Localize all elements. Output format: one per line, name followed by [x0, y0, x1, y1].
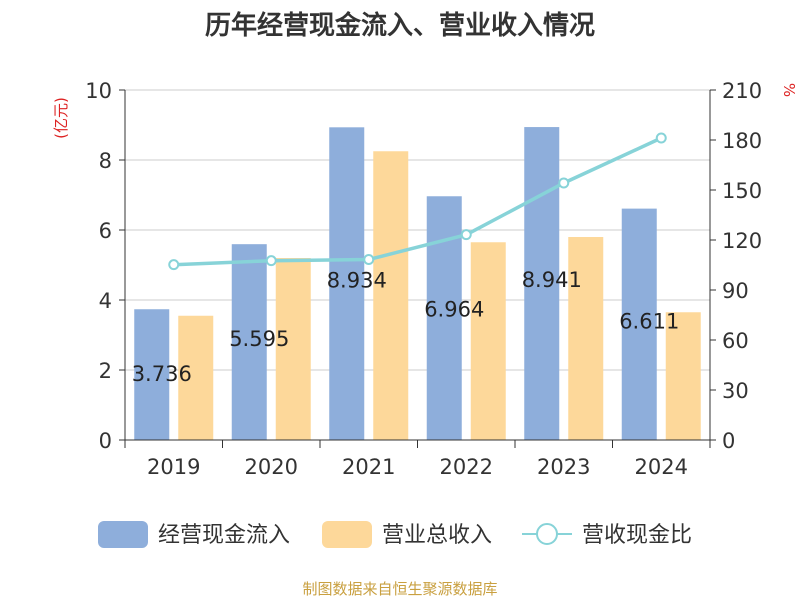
y-left-tick-label: 2 [99, 359, 112, 383]
y-right-axis-label: % [780, 83, 798, 97]
data-label: 8.941 [522, 268, 582, 292]
y-left-tick-label: 8 [99, 149, 112, 173]
line-point [168, 259, 180, 271]
line-point [558, 177, 570, 189]
chart-title: 历年经营现金流入、营业收入情况 [205, 10, 595, 41]
y-left-tick-label: 10 [85, 79, 112, 103]
data-label: 6.611 [619, 310, 679, 334]
bar [524, 127, 560, 440]
source-note: 制图数据来自恒生聚源数据库 [302, 580, 497, 598]
line-series-path [173, 136, 663, 267]
y-left-axis-label: (亿元) [52, 97, 70, 139]
line-point [363, 254, 375, 265]
bar [665, 312, 701, 440]
legend-label: 营业总收入 [382, 523, 492, 548]
bar [329, 127, 365, 440]
x-tick-label: 2023 [537, 455, 590, 479]
data-label: 5.595 [229, 327, 289, 351]
line-point [265, 255, 277, 267]
y-right-tick-label: 90 [722, 279, 749, 303]
y-right-tick-label: 180 [722, 129, 762, 153]
bar [231, 244, 267, 440]
legend-label: 营收现金比 [582, 523, 692, 548]
y-left-tick-label: 6 [99, 219, 112, 243]
y-right-tick-label: 150 [722, 179, 762, 203]
bar [275, 258, 311, 440]
legend-swatch [98, 521, 148, 548]
bars-group [134, 127, 701, 440]
y-right-tick-label: 0 [722, 429, 735, 453]
bar [178, 315, 214, 440]
legend: 经营现金流入 营业总收入 营收现金比 [98, 521, 692, 548]
axes-group: 0 2 4 6 8 10 0 30 60 90 120 150 180 210 2019 2020 2021 20… [85, 79, 762, 479]
line-point [460, 229, 472, 241]
y-right-tick-label: 60 [722, 329, 749, 353]
y-left-tick-label: 0 [99, 429, 112, 453]
data-label: 8.934 [327, 268, 387, 292]
y-right-tick-label: 30 [722, 379, 749, 403]
legend-marker [536, 523, 558, 545]
bar [568, 237, 604, 440]
x-tick-label: 2019 [147, 455, 200, 479]
line-point [655, 132, 667, 144]
y-right-tick-label: 120 [722, 229, 762, 253]
data-label: 3.736 [132, 362, 192, 386]
data-label: 6.964 [424, 297, 484, 321]
line-series-group [168, 132, 667, 271]
legend-label: 经营现金流入 [158, 523, 290, 548]
x-tick-label: 2024 [635, 455, 688, 479]
x-tick-label: 2020 [245, 455, 298, 479]
bar [470, 242, 506, 440]
bar [134, 309, 170, 440]
legend-swatch [322, 521, 372, 548]
data-labels-group: 3.736 5.595 8.934 6.964 8.941 6.611 [132, 268, 680, 386]
bar [621, 208, 657, 440]
x-tick-label: 2022 [440, 455, 493, 479]
y-left-tick-label: 4 [99, 289, 112, 313]
bar [373, 151, 409, 440]
y-right-tick-label: 210 [722, 79, 762, 103]
x-tick-label: 2021 [342, 455, 395, 479]
